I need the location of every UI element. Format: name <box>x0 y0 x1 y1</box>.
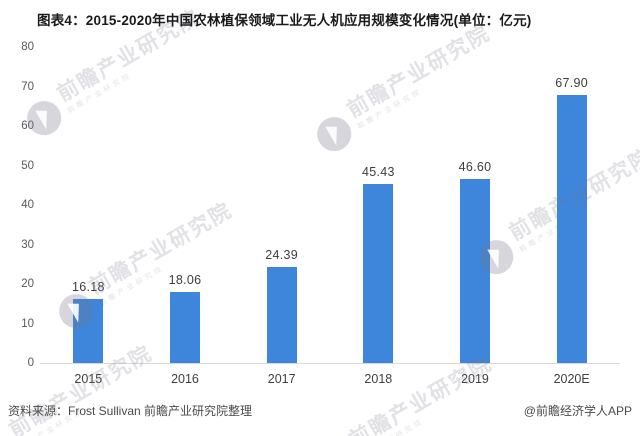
bar <box>459 178 490 363</box>
y-axis-tick-label: 10 <box>21 317 34 330</box>
y-axis-tick-label: 0 <box>27 357 34 369</box>
y-axis-tick-label: 50 <box>21 159 34 172</box>
bar-slot: 18.06 2016 <box>137 47 234 386</box>
bar-value-label: 16.18 <box>71 280 105 295</box>
x-axis-tick-label: 2018 <box>364 372 393 386</box>
bar-value-label: 46.60 <box>458 159 492 174</box>
y-axis-tick-label: 20 <box>21 278 34 290</box>
x-axis-tick-label: 2015 <box>74 372 103 386</box>
x-axis-tick-label: 2019 <box>461 372 489 386</box>
footer: 资料来源：Frost Sullivan 前瞻产业研究院整理 @前瞻经济学人APP <box>8 402 632 419</box>
qianzhan-logo-icon <box>0 430 20 436</box>
bar-value-label: 18.06 <box>168 272 202 287</box>
source-note: 资料来源：Frost Sullivan 前瞻产业研究院整理 <box>8 404 253 418</box>
watermark-main-text: 前瞻产业研究院 <box>345 351 497 436</box>
bar <box>73 299 104 363</box>
bar <box>556 94 587 363</box>
bar-value-label: 24.39 <box>265 247 299 262</box>
bar-slot: 16.18 2015 <box>40 47 137 386</box>
y-axis-tick-label: 40 <box>21 199 34 211</box>
y-axis-tick-label: 30 <box>21 238 34 251</box>
x-axis-tick-label: 2016 <box>171 372 199 386</box>
bar-value-label: 67.90 <box>555 75 589 90</box>
credit-note: @前瞻经济学人APP <box>523 404 632 418</box>
x-axis-tick-label: 2017 <box>267 372 296 386</box>
y-axis-tick-label: 60 <box>21 120 34 132</box>
bar <box>266 266 297 363</box>
plot-area: 0 10 20 30 40 50 60 70 80 16.18 2015 18.06 2016 24.39… <box>21 41 620 386</box>
bar-slot: 67.90 2020E <box>523 47 620 386</box>
bar <box>363 183 394 363</box>
y-axis-tick-label: 70 <box>21 80 34 93</box>
chart-title: 图表4：2015-2020年中国农林植保领域工业无人机应用规模变化情况(单位：亿… <box>37 13 532 28</box>
bar-slot: 24.39 2017 <box>233 47 330 386</box>
bar-slot: 45.43 2018 <box>330 47 427 386</box>
bar-value-label: 45.43 <box>361 164 395 179</box>
bar <box>169 291 200 363</box>
bar-slot: 46.60 2019 <box>427 47 524 386</box>
y-axis-tick-label: 80 <box>21 41 34 53</box>
x-axis-tick-label: 2020E <box>553 372 590 386</box>
